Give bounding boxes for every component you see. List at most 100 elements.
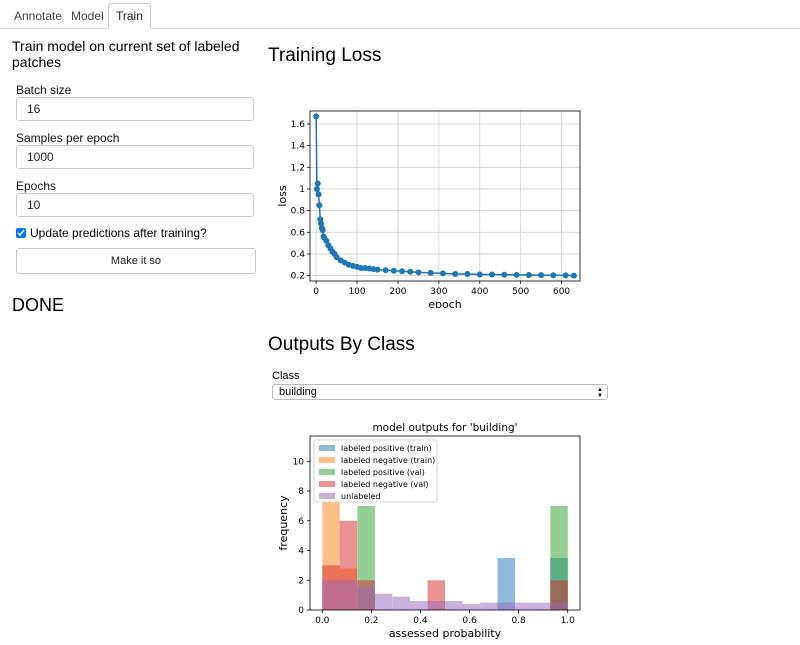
- y-tick-label: 10: [293, 457, 305, 467]
- x-axis-label: assessed probability: [389, 627, 502, 640]
- training-loss-heading: Training Loss: [268, 45, 381, 67]
- plot-area: [310, 111, 580, 281]
- legend-label: unlabeled: [341, 492, 381, 501]
- loss-point: [399, 268, 405, 274]
- y-tick-label: 8: [298, 487, 304, 497]
- loss-point: [407, 269, 413, 275]
- legend-swatch: [319, 469, 335, 475]
- histogram-bar: [498, 603, 516, 610]
- x-tick-label: 200: [389, 287, 406, 297]
- x-tick-label: 100: [348, 287, 365, 297]
- histogram-bar: [533, 603, 551, 610]
- batch-size-input[interactable]: [16, 97, 254, 121]
- x-tick-label: 0.0: [315, 616, 330, 626]
- make-it-so-button[interactable]: Make it so: [16, 248, 256, 274]
- class-select[interactable]: building ▲ ▼: [272, 384, 608, 400]
- histogram-bar: [550, 603, 568, 610]
- epochs-label: Epochs: [16, 179, 56, 193]
- y-tick-label: 1.6: [291, 120, 306, 130]
- loss-point: [316, 191, 322, 197]
- samples-per-epoch-label: Samples per epoch: [16, 131, 119, 145]
- x-tick-label: 0: [313, 287, 319, 297]
- x-tick-label: 0.4: [413, 616, 428, 626]
- class-outputs-histogram: model outputs for 'building' 0.0 0.2 0.4 0.6…: [270, 418, 600, 643]
- y-tick-label: 1.2: [291, 163, 305, 173]
- x-tick-label: 1.0: [561, 616, 576, 626]
- outputs-by-class-heading: Outputs By Class: [268, 334, 415, 356]
- legend-swatch: [319, 457, 335, 463]
- y-tick-label: 4: [298, 547, 304, 557]
- y-tick-label: 1.4: [291, 142, 306, 152]
- loss-point: [320, 227, 326, 233]
- x-axis-label: epoch: [428, 298, 462, 308]
- x-tick-label: 0.8: [511, 616, 526, 626]
- training-loss-chart: 0 100 200 300 400 500 600 0.2 0.4 0.6 0.8 1 1.2 1.4 1.…: [270, 108, 590, 308]
- legend-swatch: [319, 481, 335, 487]
- x-tick-label: 600: [553, 287, 570, 297]
- legend-label: labeled positive (val): [341, 468, 425, 477]
- loss-point: [383, 267, 389, 273]
- loss-point: [316, 202, 322, 208]
- legend-label: labeled negative (val): [341, 480, 429, 489]
- y-tick-label: 2: [298, 576, 304, 586]
- histogram-bar: [428, 601, 446, 610]
- loss-point: [501, 272, 507, 278]
- histogram-bar: [445, 601, 463, 610]
- y-tick-label: 0.2: [291, 272, 305, 282]
- loss-point: [465, 271, 471, 277]
- histogram-bar: [392, 597, 410, 610]
- y-tick-label: 0.6: [291, 228, 306, 238]
- legend-label: labeled positive (train): [341, 444, 432, 453]
- loss-point: [313, 113, 319, 119]
- chart-title: model outputs for 'building': [372, 422, 517, 434]
- legend-label: labeled negative (train): [341, 456, 435, 465]
- histogram-bar: [357, 586, 375, 610]
- loss-point: [314, 186, 320, 192]
- histogram-bar: [340, 580, 358, 610]
- loss-point: [514, 272, 520, 278]
- loss-point: [563, 272, 569, 278]
- histogram-bar: [480, 603, 498, 610]
- histogram-bar: [515, 603, 533, 610]
- loss-point: [415, 269, 421, 275]
- x-tick-label: 300: [430, 287, 447, 297]
- loss-point: [375, 267, 381, 273]
- epochs-input[interactable]: [16, 193, 254, 217]
- update-predictions-label: Update predictions after training?: [30, 226, 207, 240]
- x-tick-label: 0.6: [462, 616, 477, 626]
- loss-point: [526, 272, 532, 278]
- y-tick-label: 6: [298, 517, 304, 527]
- histogram-bar: [498, 558, 516, 610]
- loss-point: [571, 273, 577, 279]
- y-tick-label: 0.4: [291, 250, 306, 260]
- class-select-label: Class: [272, 370, 300, 382]
- histogram-bar: [322, 580, 340, 610]
- class-select-value: building: [279, 386, 317, 398]
- update-predictions-checkbox[interactable]: [16, 228, 26, 238]
- loss-point: [477, 272, 483, 278]
- y-tick-label: 0.8: [291, 207, 306, 217]
- x-tick-label: 400: [471, 287, 488, 297]
- histogram-bar: [410, 601, 428, 610]
- loss-point: [315, 181, 321, 187]
- legend-swatch: [319, 445, 335, 451]
- loss-point: [440, 270, 446, 276]
- x-tick-label: 500: [512, 287, 529, 297]
- update-predictions-option[interactable]: Update predictions after training?: [16, 226, 207, 240]
- status-text: DONE: [12, 295, 64, 316]
- train-form: Batch size Samples per epoch Epochs Upda…: [12, 0, 272, 290]
- samples-per-epoch-input[interactable]: [16, 145, 254, 169]
- loss-point: [452, 271, 458, 277]
- loss-point: [538, 272, 544, 278]
- y-tick-label: 0: [298, 606, 304, 616]
- loss-point: [428, 270, 434, 276]
- loss-point: [391, 268, 397, 274]
- histogram-bar: [462, 604, 480, 610]
- histogram-bar: [375, 594, 393, 610]
- legend-swatch: [319, 493, 335, 499]
- x-tick-label: 0.2: [364, 616, 378, 626]
- y-tick-label: 1: [299, 185, 305, 195]
- loss-point: [550, 272, 556, 278]
- y-axis-label: loss: [276, 185, 289, 207]
- loss-point: [489, 272, 495, 278]
